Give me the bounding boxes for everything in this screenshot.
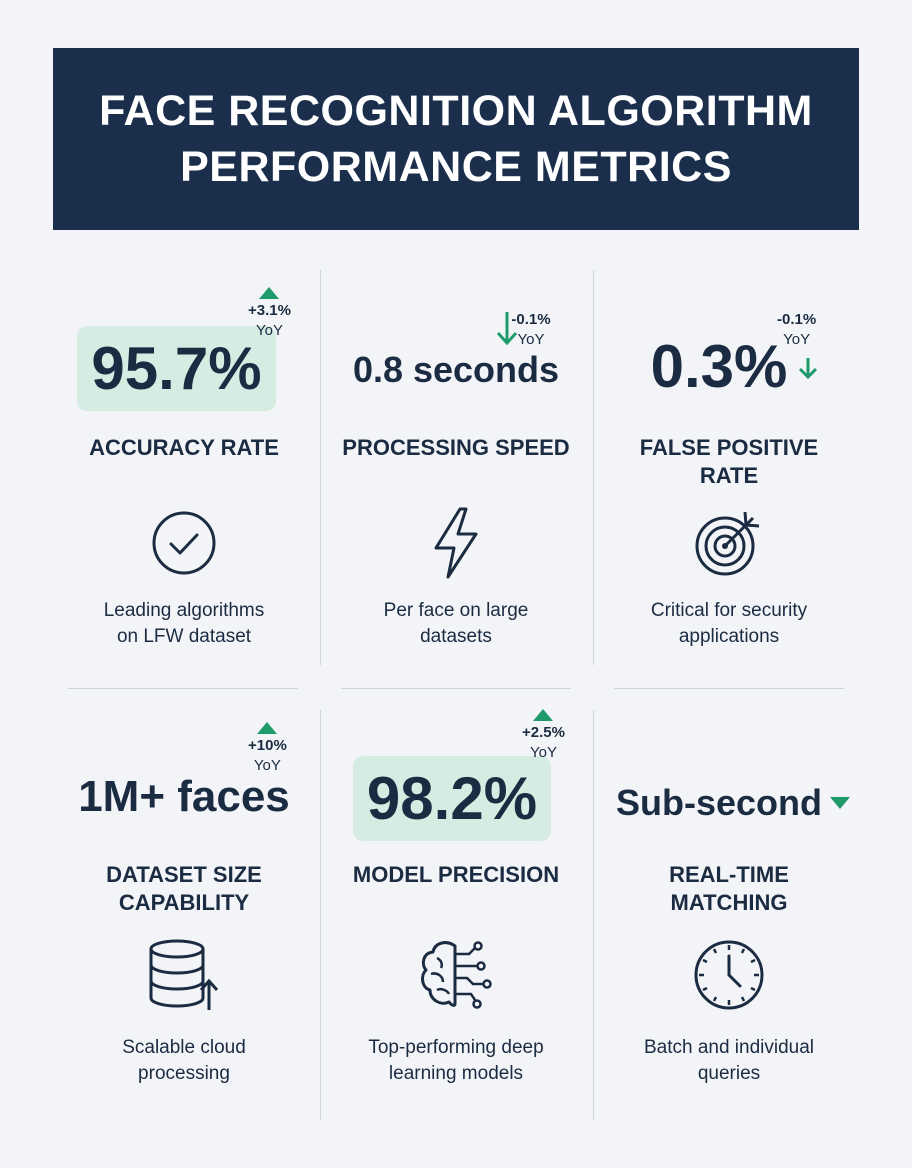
trend-down-icon — [830, 797, 850, 809]
horizontal-divider-2 — [341, 688, 571, 689]
trend-down-arrow-icon — [495, 310, 519, 353]
trend-up-icon — [533, 709, 554, 721]
trend-unit: YoY — [783, 331, 811, 348]
metric-description: Per face on large datasets — [383, 600, 529, 647]
vertical-divider-3 — [320, 710, 321, 1120]
vertical-divider-1 — [320, 270, 321, 665]
metric-value: 0.8 seconds — [352, 349, 560, 390]
trend-unit: YoY — [517, 331, 545, 348]
metric-value: 1M+ faces — [78, 772, 290, 821]
trend-indicator: +2.5% YoY — [522, 709, 565, 763]
trend-indicator: -0.1% YoY — [496, 310, 566, 350]
metric-value: Sub-second — [615, 782, 822, 823]
target-icon — [593, 506, 865, 578]
horizontal-divider-3 — [614, 688, 844, 689]
trend-unit: YoY — [255, 322, 283, 339]
metric-card-dataset-size: 1M+ faces +10% YoY DATASET SIZE CAPABILI… — [48, 0, 320, 1168]
trend-down-arrow-icon — [797, 356, 819, 387]
metric-card-real-time-matching: Sub-second REAL-TIME MATCHING Batch and … — [593, 0, 865, 1168]
header-banner: FACE RECOGNITION ALGORITHM PERFORMANCE M… — [53, 48, 859, 230]
vertical-divider-4 — [593, 710, 594, 1120]
metric-description: Critical for security applications — [650, 600, 808, 647]
trend-indicator: -0.1% YoY — [777, 310, 816, 350]
metric-label: MODEL PRECISION — [352, 862, 560, 887]
trend-percent: +2.5% — [522, 724, 565, 741]
trend-percent: -0.1% — [777, 311, 817, 328]
trend-percent: -0.1% — [511, 311, 551, 328]
database-upload-icon — [48, 938, 320, 1012]
trend-percent: +10% — [248, 737, 287, 754]
trend-indicator: +3.1% YoY — [248, 287, 291, 341]
trend-unit: YoY — [529, 744, 557, 761]
metric-label: ACCURACY RATE — [89, 435, 279, 460]
horizontal-divider-1 — [68, 688, 298, 689]
metric-description: Top-performing deep learning models — [368, 1037, 544, 1084]
metric-description: Batch and individual queries — [643, 1037, 815, 1084]
metric-label: FALSE POSITIVE RATE — [639, 435, 819, 488]
trend-indicator: +10% YoY — [248, 722, 287, 776]
metric-description: Scalable cloud processing — [122, 1037, 246, 1084]
page-title-line-2: PERFORMANCE METRICS — [180, 143, 732, 191]
metric-label: DATASET SIZE CAPABILITY — [106, 862, 262, 915]
check-circle-icon — [48, 510, 320, 576]
trend-up-icon — [257, 722, 278, 734]
metric-card-false-positive-rate: 0.3% -0.1% YoY FALSE POSITIVE RATE Criti… — [593, 0, 865, 1168]
trend-unit: YoY — [253, 757, 281, 774]
metric-card-model-precision: 98.2% +2.5% YoY MODEL PRECISION Top-perf… — [320, 0, 592, 1168]
metric-card-processing-speed: 0.8 seconds -0.1% YoY PROCESSING SPEED P… — [320, 0, 592, 1168]
metric-card-accuracy: 95.7% +3.1% YoY ACCURACY RATE Leading al… — [48, 0, 320, 1168]
page-title-line-1: FACE RECOGNITION ALGORITHM — [99, 87, 813, 135]
vertical-divider-2 — [593, 270, 594, 665]
metric-value: 98.2% — [352, 756, 552, 841]
metric-value: 95.7% — [77, 326, 276, 411]
metric-value: 0.3% — [650, 333, 788, 400]
trend-up-icon — [259, 287, 280, 299]
clock-icon — [593, 938, 865, 1012]
brain-circuit-icon — [320, 938, 592, 1010]
metric-label: REAL-TIME MATCHING — [669, 862, 789, 915]
metric-label: PROCESSING SPEED — [342, 435, 570, 460]
metric-description: Leading algorithms on LFW dataset — [103, 600, 265, 647]
trend-percent: +3.1% — [248, 302, 291, 319]
lightning-bolt-icon — [320, 506, 592, 580]
